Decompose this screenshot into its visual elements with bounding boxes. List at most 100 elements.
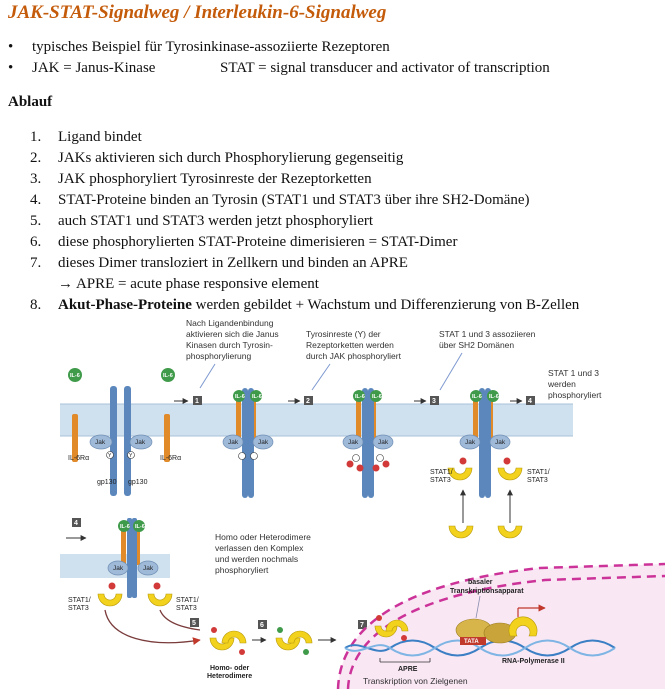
apre-label: APRE	[398, 666, 418, 673]
svg-text:1: 1	[195, 398, 199, 405]
phosphate-icon	[382, 460, 390, 468]
svg-text:TATA: TATA	[464, 639, 479, 645]
bullet-text: typisches Beispiel für Tyrosinkinase-ass…	[32, 39, 390, 55]
stat-label-lower-left: STAT1/STAT3	[68, 597, 91, 612]
step-number: 5.	[30, 213, 42, 229]
svg-text:5: 5	[192, 620, 196, 627]
document-title: JAK-STAT-Signalweg / Interleukin-6-Signa…	[8, 2, 387, 23]
step-arrow-5: 5	[190, 618, 199, 627]
stat-protein	[497, 467, 523, 481]
step-number: 2.	[30, 150, 42, 166]
svg-text:IL-6: IL-6	[163, 373, 173, 379]
step-note: → APRE = acute phase responsive element	[30, 274, 579, 295]
jak-stat-pathway-figure: Nach Ligandenbindung aktivieren sich die…	[0, 318, 665, 689]
receptor-panel-dimer-release: IL-6 IL-6 Jak Jak STAT1/STAT3 STAT1/STAT…	[68, 518, 201, 645]
il6-ligand-icon	[161, 368, 175, 382]
caption-tyrosine-phosphorylation: Tyrosinreste (Y) der Rezeptorketten werd…	[306, 329, 402, 361]
step-item: 6. diese phosphorylierten STAT-Proteine d…	[30, 232, 579, 253]
step-arrow-6: 6	[252, 620, 267, 643]
bullet-marker: •	[8, 60, 14, 76]
step-text: Ligand bindet	[58, 129, 142, 145]
stat-label-lower-right: STAT1/STAT3	[176, 597, 199, 612]
step-text: dieses Dimer transloziert in Zellkern un…	[58, 255, 408, 271]
svg-text:IL-6: IL-6	[489, 394, 499, 400]
svg-text:7: 7	[360, 622, 364, 629]
svg-text:Jak: Jak	[495, 439, 506, 446]
step-text: JAK phosphoryliert Tyrosinreste der Reze…	[58, 171, 372, 187]
step-arrow-3: 3	[414, 396, 439, 405]
step-number: 3.	[30, 171, 42, 187]
svg-text:Jak: Jak	[465, 439, 476, 446]
step-arrow-7: 7	[318, 620, 367, 643]
homo-dimer-label: Homo- oder Heterodimere	[207, 665, 252, 680]
svg-text:Jak: Jak	[228, 439, 239, 446]
svg-text:IL-6: IL-6	[235, 394, 245, 400]
step-item: 8. Akut-Phase-Proteine werden gebildet + …	[30, 295, 579, 316]
step-number: 1.	[30, 129, 42, 145]
step-number: 8.	[30, 297, 42, 313]
svg-text:IL-6: IL-6	[355, 394, 365, 400]
svg-text:4: 4	[74, 520, 78, 527]
cell-membrane-upper	[60, 404, 573, 436]
svg-text:3: 3	[432, 398, 436, 405]
stat-dimer-formed: Homo- oder Heterodimere	[207, 627, 252, 680]
svg-text:Y: Y	[108, 453, 112, 459]
svg-text:6: 6	[260, 622, 264, 629]
step-text: STAT-Proteine binden an Tyrosin (STAT1 u…	[58, 192, 530, 208]
arrow-icon: →	[58, 276, 73, 292]
bullet-text-stat: STAT = signal transducer and activator o…	[220, 60, 550, 76]
svg-text:IL-6: IL-6	[70, 373, 80, 379]
process-step-list: 1. Ligand bindet 2. JAKs aktivieren sich d…	[30, 127, 579, 316]
step-item: 4. STAT-Proteine binden an Tyrosin (STAT1…	[30, 190, 579, 211]
bullet-text: JAK = Janus-Kinase	[32, 60, 156, 76]
transcription-label: Transkription von Zielgenen	[363, 676, 468, 686]
bullet-item: • JAK = Janus-Kinase STAT = signal trans…	[8, 58, 550, 79]
svg-text:Jak: Jak	[143, 565, 154, 572]
step-text: diese phosphorylierten STAT-Proteine dim…	[58, 234, 458, 250]
dna-promoter: APRE Transkription von Zielgenen	[344, 615, 616, 686]
step-item: 5. auch STAT1 und STAT3 werden jetzt phos…	[30, 211, 579, 232]
step-bold-term: Akut-Phase-Proteine	[58, 297, 192, 313]
rna-polymerase-ii	[508, 616, 538, 637]
svg-text:IL-6: IL-6	[372, 394, 382, 400]
step-number: 7.	[30, 255, 42, 271]
stat-dimer-phosphorylated	[275, 627, 313, 655]
receptor-panel-phosphorylated: IL-6 IL-6 Jak Jak	[342, 388, 394, 498]
pathway-illustration: Nach Ligandenbindung aktivieren sich die…	[60, 318, 665, 689]
intro-bullet-list: • typisches Beispiel für Tyrosinkinase-a…	[8, 37, 550, 79]
svg-text:IL-6: IL-6	[135, 524, 145, 530]
svg-text:Jak: Jak	[95, 439, 106, 446]
step-item: 1. Ligand bindet	[30, 127, 579, 148]
section-heading-ablauf: Ablauf	[8, 94, 53, 110]
svg-text:IL-6Rα: IL-6Rα	[68, 455, 89, 462]
basal-apparatus-label: basaler Transkriptionsapparat	[450, 579, 524, 595]
step-text: JAKs aktivieren sich durch Phosphorylier…	[58, 150, 404, 166]
step-text: werden gebildet + Wachstum und Differenz…	[191, 297, 580, 313]
svg-text:Y: Y	[129, 453, 133, 459]
svg-text:IL-6: IL-6	[252, 394, 262, 400]
gp130-chain	[124, 386, 131, 496]
receptor-panel-stat-docking: IL-6 IL-6 Jak Jak STAT1/STAT3 STAT1/STAT…	[430, 388, 550, 539]
svg-text:Jak: Jak	[348, 439, 359, 446]
stat-label-left: STAT1/STAT3	[430, 469, 453, 484]
step-number: 6.	[30, 234, 42, 250]
phosphate-icon	[356, 464, 364, 472]
stat-protein	[447, 467, 473, 481]
bullet-item: • typisches Beispiel für Tyrosinkinase-a…	[8, 37, 390, 58]
tata-box	[460, 637, 486, 645]
step-item: 7. dieses Dimer transloziert in Zellkern …	[30, 253, 579, 274]
caption-ligand-binding: Nach Ligandenbindung aktivieren sich die…	[186, 318, 281, 361]
bullet-marker: •	[8, 39, 14, 55]
caption-dimer-release: Homo oder Heterodimere verlassen den Kom…	[215, 532, 313, 575]
stat-label-right: STAT1/STAT3	[527, 469, 550, 484]
basal-transcription-machinery: TATA basaler Transkriptionsapparat RNA-Po…	[450, 579, 565, 665]
il6-ligand-icon	[68, 368, 82, 382]
jak-kinase	[89, 434, 113, 450]
step-item: 2. JAKs aktivieren sich durch Phosphoryli…	[30, 148, 579, 169]
step-arrow-2: 2	[288, 396, 313, 405]
il6-receptor-alpha	[164, 414, 170, 462]
step-number: 4.	[30, 192, 42, 208]
gp130-chain	[110, 386, 117, 496]
il6-receptor-alpha	[72, 414, 78, 462]
phosphate-icon	[346, 460, 354, 468]
